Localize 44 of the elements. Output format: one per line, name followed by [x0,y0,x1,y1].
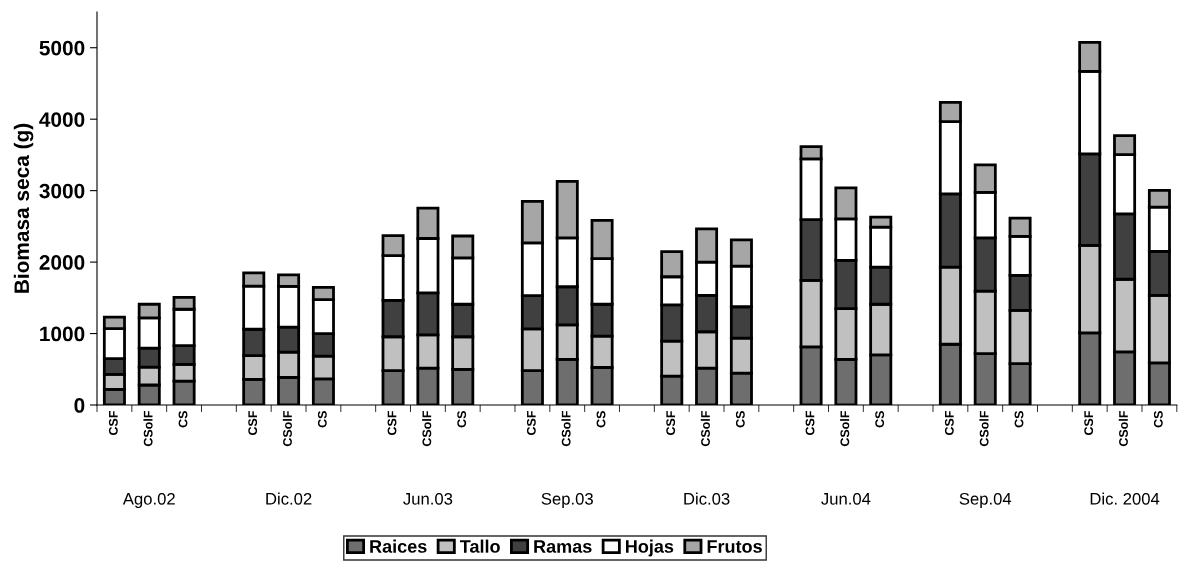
x-tick-label: CSolF [1118,411,1128,447]
x-tick-label: CS [1014,411,1024,428]
y-tick-label: 4000 [39,112,85,127]
x-tick-label: CSF [805,411,815,436]
text: Sep.04 [959,492,1012,509]
text: Dic.03 [684,492,730,505]
x-tick-label: CSolF [143,411,153,447]
x-tick-label: CSF [944,411,954,436]
text: Ago.02 [122,492,175,509]
y-tick-label: 1000 [40,326,85,342]
x-tick-label: CSolF [840,411,850,447]
text: Jun.04 [821,492,871,505]
y-tick-label: 5000 [39,40,85,56]
x-tick-label: CSolF [422,411,432,447]
x-tick-label: CS [596,411,606,428]
x-tick-label: CSF [248,411,258,436]
x-tick-label: CSolF [282,411,292,447]
legend-label: Frutos [707,540,762,553]
x-tick-label: CSF [1084,411,1094,436]
x-tick-label: CSF [108,411,118,436]
text: Dic.02 [266,492,312,505]
x-tick-label: CSolF [700,411,710,447]
text: Dic. 2004 [1090,492,1160,505]
text: Jun.03 [403,492,453,505]
x-tick-label: CSolF [561,411,571,447]
x-tick-label: CS [1153,411,1163,428]
x-tick-label: CSF [666,411,676,436]
x-tick-label: CS [457,411,467,428]
y-tick-label: 3000 [39,183,85,199]
x-tick-label: CS [178,411,188,428]
y-tick-label: 2000 [39,255,85,270]
x-tick-label: CS [317,411,327,428]
x-tick-label: CS [875,411,885,428]
legend-label: Hojas [625,539,674,557]
y-tick-label: 0 [74,398,85,413]
legend-label: Ramas [534,540,592,553]
x-tick-label: CSolF [979,411,989,447]
x-tick-label: CSF [387,411,397,436]
x-tick-label: CSF [526,411,536,436]
y-axis-title: Biomasa seca (g) [13,123,34,293]
x-tick-label: CS [735,411,745,428]
text: Sep.03 [541,492,593,509]
legend-label: Tallo [459,539,500,553]
legend-label: Raices [370,539,427,553]
